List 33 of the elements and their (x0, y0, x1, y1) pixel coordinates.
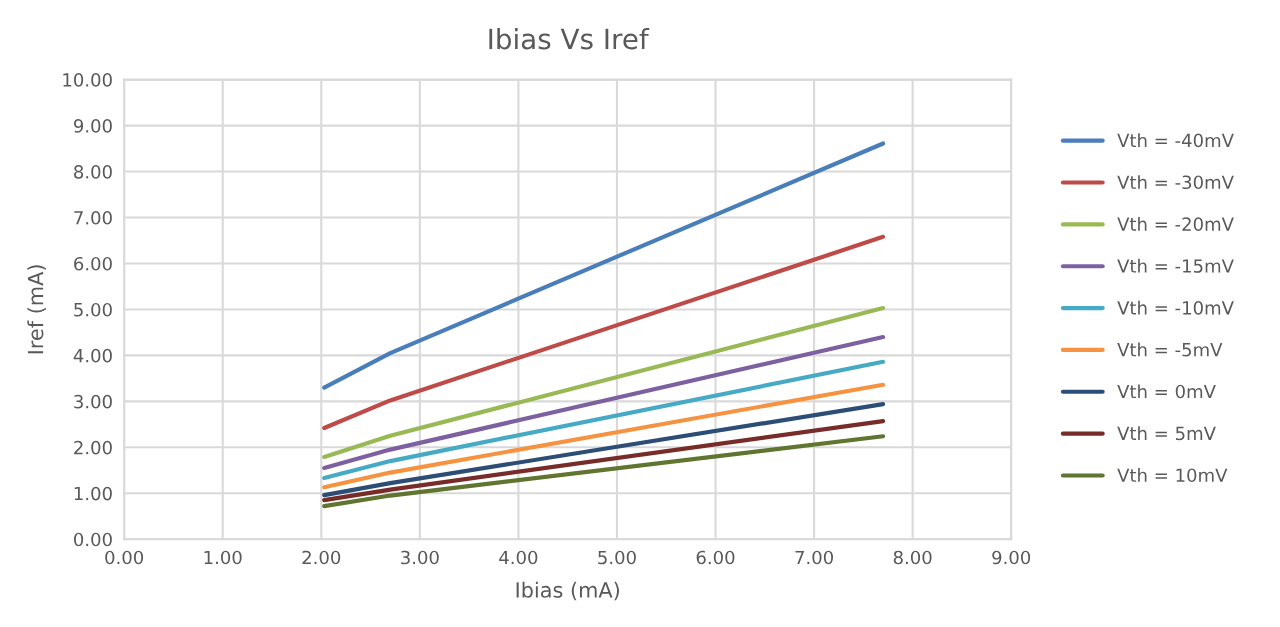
chart-title: Ibias Vs Iref (489, 27, 650, 50)
y-tick-label: 6.00 (74, 256, 112, 271)
x-tick-label: 6.00 (696, 550, 735, 565)
x-tick-label: 0.00 (105, 550, 144, 565)
x-tick-label: 2.00 (302, 550, 341, 565)
y-tick-label: 5.00 (74, 302, 112, 317)
y-tick-label: 7.00 (74, 210, 112, 225)
y-tick-label: 2.00 (74, 440, 112, 455)
y-tick-label: 8.00 (74, 165, 112, 179)
y-tick-label: 3.00 (74, 394, 112, 409)
legend-label: Vth = 5mV (1117, 426, 1216, 441)
y-tick-label: 0.00 (74, 532, 112, 547)
x-tick-label: 3.00 (401, 550, 439, 565)
x-tick-label: 4.00 (499, 550, 538, 565)
legend-label: Vth = -5mV (1117, 342, 1223, 357)
y-tick-label: 1.00 (74, 486, 112, 501)
legend-label: Vth = -15mV (1117, 258, 1234, 273)
legend-label: Vth = 10mV (1117, 468, 1228, 483)
y-tick-label: 9.00 (73, 119, 112, 133)
legend-label: Vth = -30mV (1117, 175, 1234, 190)
y-tick-label: 4.00 (73, 348, 112, 363)
x-tick-label: 9.00 (992, 550, 1031, 565)
x-axis-title: Ibias (mA) (516, 581, 619, 601)
legend-label: Vth = -10mV (1117, 300, 1234, 315)
x-tick-label: 7.00 (795, 550, 833, 565)
legend-label: Vth = -40mV (1117, 133, 1234, 148)
legend-label: Vth = 0mV (1117, 384, 1216, 399)
x-tick-label: 1.00 (204, 550, 242, 565)
y-axis-title: Iref (mA) (27, 265, 46, 354)
x-tick-label: 5.00 (598, 550, 636, 565)
legend-label: Vth = -20mV (1117, 216, 1234, 231)
y-tick-label: 10.00 (63, 73, 112, 87)
x-tick-label: 8.00 (893, 550, 932, 565)
